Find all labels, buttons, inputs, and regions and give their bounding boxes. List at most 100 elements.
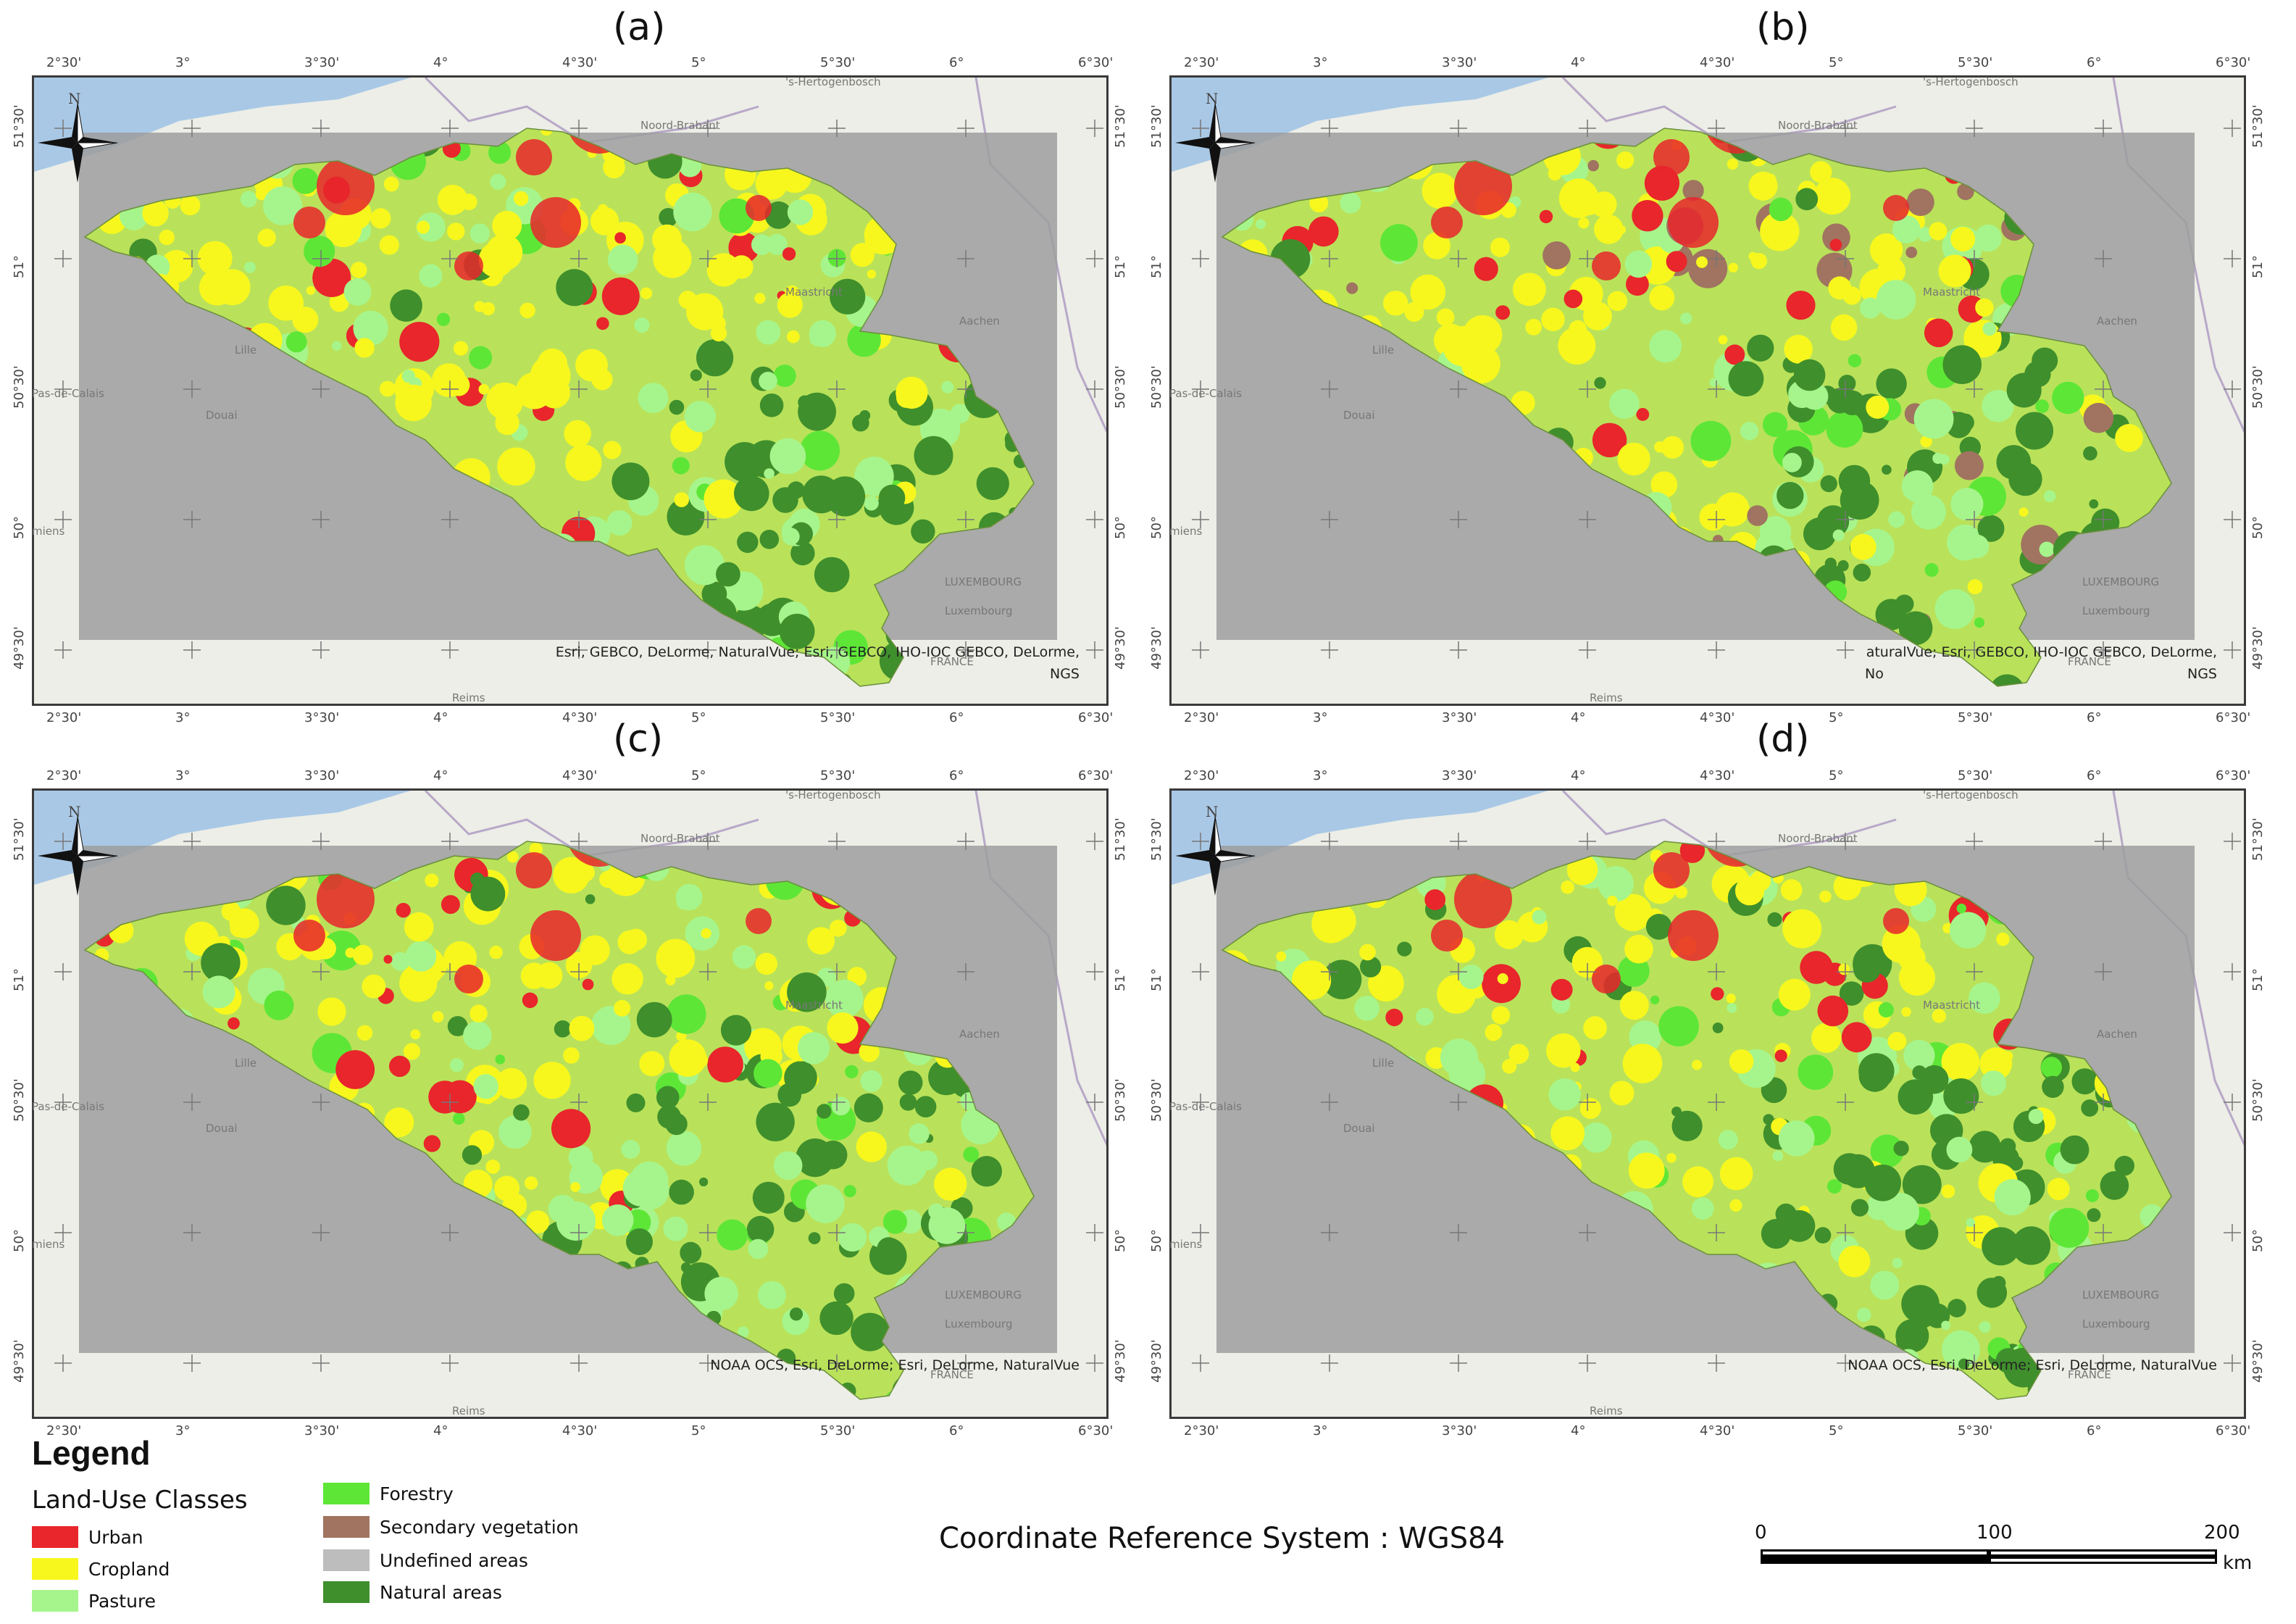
map-panel-c[interactable]: [32, 788, 1109, 1419]
landuse-patch: [1837, 560, 1849, 572]
landuse-patch: [2016, 412, 2053, 450]
sea: [34, 791, 411, 885]
lon-tick-label: 5°: [691, 768, 706, 783]
lon-tick-label: 4°: [1571, 55, 1586, 70]
landuse-patch: [1841, 1022, 1872, 1053]
landuse-patch: [704, 1276, 738, 1311]
grid-cross: [1579, 1224, 1596, 1241]
grid-cross: [2224, 963, 2241, 980]
landuse-patch: [638, 383, 669, 414]
landuse-patch: [1800, 951, 1833, 984]
landuse-patch: [1761, 1219, 1791, 1249]
grid-cross: [441, 963, 459, 980]
landuse-patch: [292, 167, 319, 194]
grid-cross: [828, 833, 846, 850]
place-label-luxembourg-city: Luxembourg: [945, 604, 1013, 617]
grid-cross: [1192, 1354, 1209, 1372]
landuse-patch: [384, 1107, 414, 1138]
grid-cross: [957, 511, 974, 528]
urban-cluster: [1668, 197, 1719, 248]
landuse-patch: [410, 1029, 421, 1040]
grid-cross: [312, 641, 330, 659]
landuse-patch: [909, 1123, 930, 1144]
lon-tick-label: 3°: [1313, 768, 1328, 783]
grid-cross: [54, 1094, 72, 1111]
landuse-patch: [1666, 1153, 1677, 1163]
urban-cluster: [530, 197, 581, 248]
urban-cluster: [746, 908, 772, 934]
place-label-luxembourg-city: Luxembourg: [2082, 1317, 2150, 1331]
north-arrow-point: [76, 142, 118, 149]
lon-tick-label: 6°30': [1078, 1423, 1114, 1438]
landuse-patch: [773, 365, 796, 388]
landuse-patch: [264, 990, 294, 1020]
lon-tick-label: 5°30': [820, 1423, 856, 1438]
lon-tick-label: 6°30': [1078, 55, 1114, 70]
lat-tick-label: 50°: [2250, 516, 2266, 539]
place-label-lille: Lille: [1372, 343, 1395, 357]
grid-cross: [183, 641, 201, 659]
landuse-patch: [601, 1204, 634, 1236]
grid-cross: [312, 120, 330, 137]
lat-tick-label: 51°: [1113, 968, 1128, 991]
grid-cross: [1708, 120, 1725, 137]
panel-title-d: (d): [1756, 717, 1810, 761]
basemap-border: [424, 78, 759, 144]
landuse-patch: [1905, 246, 1918, 259]
map-panel-d[interactable]: [1169, 788, 2246, 1419]
lat-tick-label: 50°: [1149, 516, 1164, 539]
landuse-patch: [389, 1055, 411, 1078]
grid-cross: [1837, 1094, 1854, 1111]
landuse-patch: [1995, 1348, 2021, 1373]
grid-cross: [1708, 1224, 1725, 1241]
landuse-patch: [720, 1015, 752, 1046]
landuse-patch: [1581, 1122, 1612, 1153]
lon-tick-label: 5°: [691, 1423, 706, 1438]
lon-tick-label: 5°30': [1958, 1423, 1993, 1438]
grid-cross: [183, 1094, 201, 1111]
landuse-patch: [1803, 517, 1837, 551]
landuse-patch: [469, 346, 493, 370]
landuse-patch: [1774, 1049, 1787, 1062]
landuse-patch: [1860, 297, 1881, 319]
lat-tick-label: 50°30': [2250, 1078, 2266, 1122]
landuse-patch: [568, 1145, 593, 1170]
landuse-patch: [1682, 1166, 1713, 1198]
grid-cross: [1966, 1094, 1983, 1111]
landuse-patch: [478, 242, 514, 278]
urban-cluster: [1454, 157, 1512, 215]
landuse-patch: [1734, 876, 1765, 906]
basemap-border: [1561, 78, 1897, 144]
landuse-patch: [395, 384, 432, 422]
landuse-patch: [1906, 188, 1934, 217]
landuse-patch: [1948, 1299, 1966, 1317]
landuse-patch: [680, 1241, 702, 1264]
grid-cross: [1086, 1354, 1103, 1372]
landuse-patch: [732, 945, 756, 969]
map-panel-a[interactable]: [32, 75, 1109, 706]
landuse-patch: [1974, 617, 1985, 628]
lat-tick-label: 50°30': [12, 1078, 27, 1122]
lat-tick-label: 49°30': [12, 626, 27, 670]
map-panel-b[interactable]: [1169, 75, 2246, 706]
landuse-patch: [1899, 959, 1935, 996]
landuse-patch: [1829, 238, 1842, 251]
landuse-patch: [1932, 1009, 1946, 1023]
landuse-patch: [1810, 161, 1832, 183]
landuse-patch: [1709, 378, 1719, 388]
landuse-patch: [779, 613, 815, 649]
urban-cluster: [1431, 207, 1463, 238]
landuse-patch: [1748, 251, 1758, 261]
north-arrow-point: [1209, 856, 1221, 896]
lon-tick-label: 5°: [1829, 1423, 1844, 1438]
landuse-patch: [1340, 192, 1361, 214]
landuse-patch: [304, 236, 335, 267]
landuse-patch: [787, 199, 814, 225]
lon-tick-label: 3°30': [1442, 1423, 1477, 1438]
lon-tick-label: 6°: [2087, 710, 2102, 725]
lon-tick-label: 6°30': [2216, 55, 2251, 70]
grid-cross: [1192, 833, 1209, 850]
urban-cluster: [293, 920, 325, 952]
place-label-france: FRANCE: [2068, 655, 2111, 668]
landuse-patch: [941, 380, 954, 393]
